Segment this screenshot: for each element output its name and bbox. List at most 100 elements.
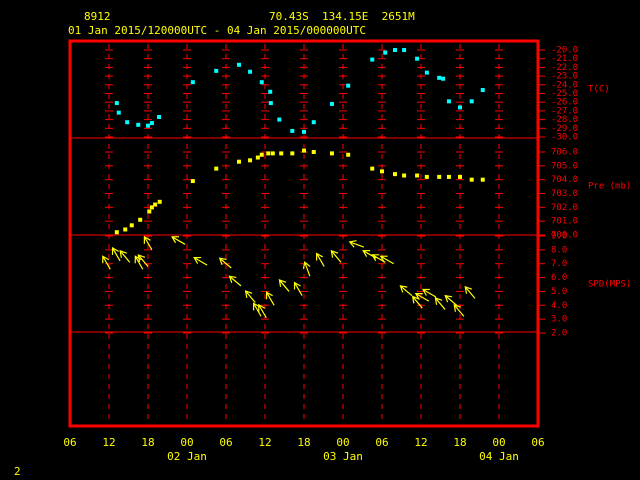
y-tick-label: -27.0 xyxy=(551,106,578,116)
wind-arrow xyxy=(119,249,131,263)
y-tick-label: 7.0 xyxy=(551,259,567,269)
data-point xyxy=(446,174,451,179)
data-point xyxy=(279,151,284,156)
data-point xyxy=(370,166,375,171)
x-tick-label: 00 xyxy=(492,436,505,449)
axis-label: Pre (mb) xyxy=(588,182,631,192)
data-point xyxy=(383,50,388,55)
wind-arrow xyxy=(218,257,232,269)
x-tick-label: 00 xyxy=(180,436,193,449)
x-tick-label: 18 xyxy=(297,436,310,449)
data-point xyxy=(437,75,442,80)
x-tick-label: 18 xyxy=(453,436,466,449)
y-tick-label: -29.0 xyxy=(551,124,578,134)
data-point xyxy=(136,122,141,127)
data-point xyxy=(149,205,154,210)
data-point xyxy=(469,177,474,182)
data-point xyxy=(214,166,219,171)
data-point xyxy=(157,199,162,204)
wind-arrow xyxy=(464,285,476,299)
wind-arrow xyxy=(316,252,325,267)
data-point xyxy=(393,48,397,52)
wind-arrow xyxy=(293,281,303,296)
data-point xyxy=(446,99,451,104)
y-tick-label: -30.0 xyxy=(551,133,578,143)
y-tick-label: 6.0 xyxy=(551,273,567,283)
y-tick-label: -22.0 xyxy=(551,63,578,73)
data-point xyxy=(255,155,260,160)
data-point xyxy=(380,169,384,174)
data-point xyxy=(138,217,143,222)
wind-arrow xyxy=(258,303,267,319)
wind-arrow xyxy=(102,255,111,270)
data-point xyxy=(248,69,253,74)
y-tick-label: -25.0 xyxy=(551,89,578,99)
x-tick-label: 06 xyxy=(63,436,76,449)
data-point xyxy=(458,174,462,179)
time-period: 01 Jan 2015/120000UTC - 04 Jan 2015/0000… xyxy=(68,24,366,37)
data-point xyxy=(402,48,407,52)
y-tick-label: 5.0 xyxy=(551,287,567,297)
data-point xyxy=(237,62,241,67)
page-number: 2 xyxy=(14,465,21,478)
wind-arrow xyxy=(434,297,446,310)
data-point xyxy=(424,70,429,75)
data-point xyxy=(266,151,271,156)
y-tick-label: 704.0 xyxy=(551,175,578,185)
data-point xyxy=(114,101,119,106)
y-tick-label: -21.0 xyxy=(551,54,578,64)
data-point xyxy=(125,120,130,125)
data-point xyxy=(469,99,474,104)
wind-arrow xyxy=(137,254,149,267)
wind-arrow xyxy=(143,235,153,251)
x-tick-label: 06 xyxy=(219,436,232,449)
data-point xyxy=(415,173,420,178)
wind-arrow xyxy=(252,302,262,317)
y-tick-label: 9.0 xyxy=(551,232,567,242)
data-point xyxy=(116,110,121,115)
axis-label: T(C) xyxy=(588,85,610,95)
x-tick-label: 12 xyxy=(258,436,271,449)
x-tick-label: 12 xyxy=(102,436,115,449)
data-point xyxy=(311,150,316,154)
x-tick-label: 12 xyxy=(414,436,427,449)
wind-arrow xyxy=(444,294,458,306)
data-point xyxy=(329,151,334,156)
y-tick-label: 702.0 xyxy=(551,203,578,213)
y-tick-label: 8.0 xyxy=(551,245,567,255)
date-label: 04 Jan xyxy=(479,450,519,463)
station-id: 8912 xyxy=(84,10,111,23)
data-point xyxy=(346,83,351,88)
date-label: 02 Jan xyxy=(167,450,207,463)
y-tick-label: 3.0 xyxy=(551,315,567,325)
wind-arrow xyxy=(171,236,186,245)
x-tick-label: 00 xyxy=(336,436,349,449)
axis-label: SPD(MPS) xyxy=(588,280,631,290)
y-tick-label: -24.0 xyxy=(551,80,578,90)
y-tick-label: 706.0 xyxy=(551,148,578,158)
data-point xyxy=(268,89,273,94)
wind-arrow xyxy=(228,275,242,287)
wind-arrow xyxy=(414,292,430,302)
wind-arrow xyxy=(265,291,275,306)
station-location: 70.43S 134.15E 2651M xyxy=(269,10,415,23)
wind-arrow xyxy=(399,285,413,297)
wind-arrow xyxy=(278,279,290,292)
data-point xyxy=(190,80,195,85)
y-tick-label: -28.0 xyxy=(551,115,578,125)
data-point xyxy=(153,202,158,207)
data-point xyxy=(129,223,134,228)
data-point xyxy=(259,152,264,157)
data-point xyxy=(402,173,407,178)
data-point xyxy=(290,128,295,133)
data-point xyxy=(441,76,446,81)
x-tick-label: 18 xyxy=(141,436,154,449)
data-point xyxy=(458,105,462,110)
wind-arrow xyxy=(244,290,256,303)
data-point xyxy=(437,174,442,179)
wind-arrow xyxy=(330,249,342,263)
x-tick-label: 06 xyxy=(531,436,544,449)
data-point xyxy=(147,209,152,214)
wind-arrow xyxy=(111,246,121,262)
